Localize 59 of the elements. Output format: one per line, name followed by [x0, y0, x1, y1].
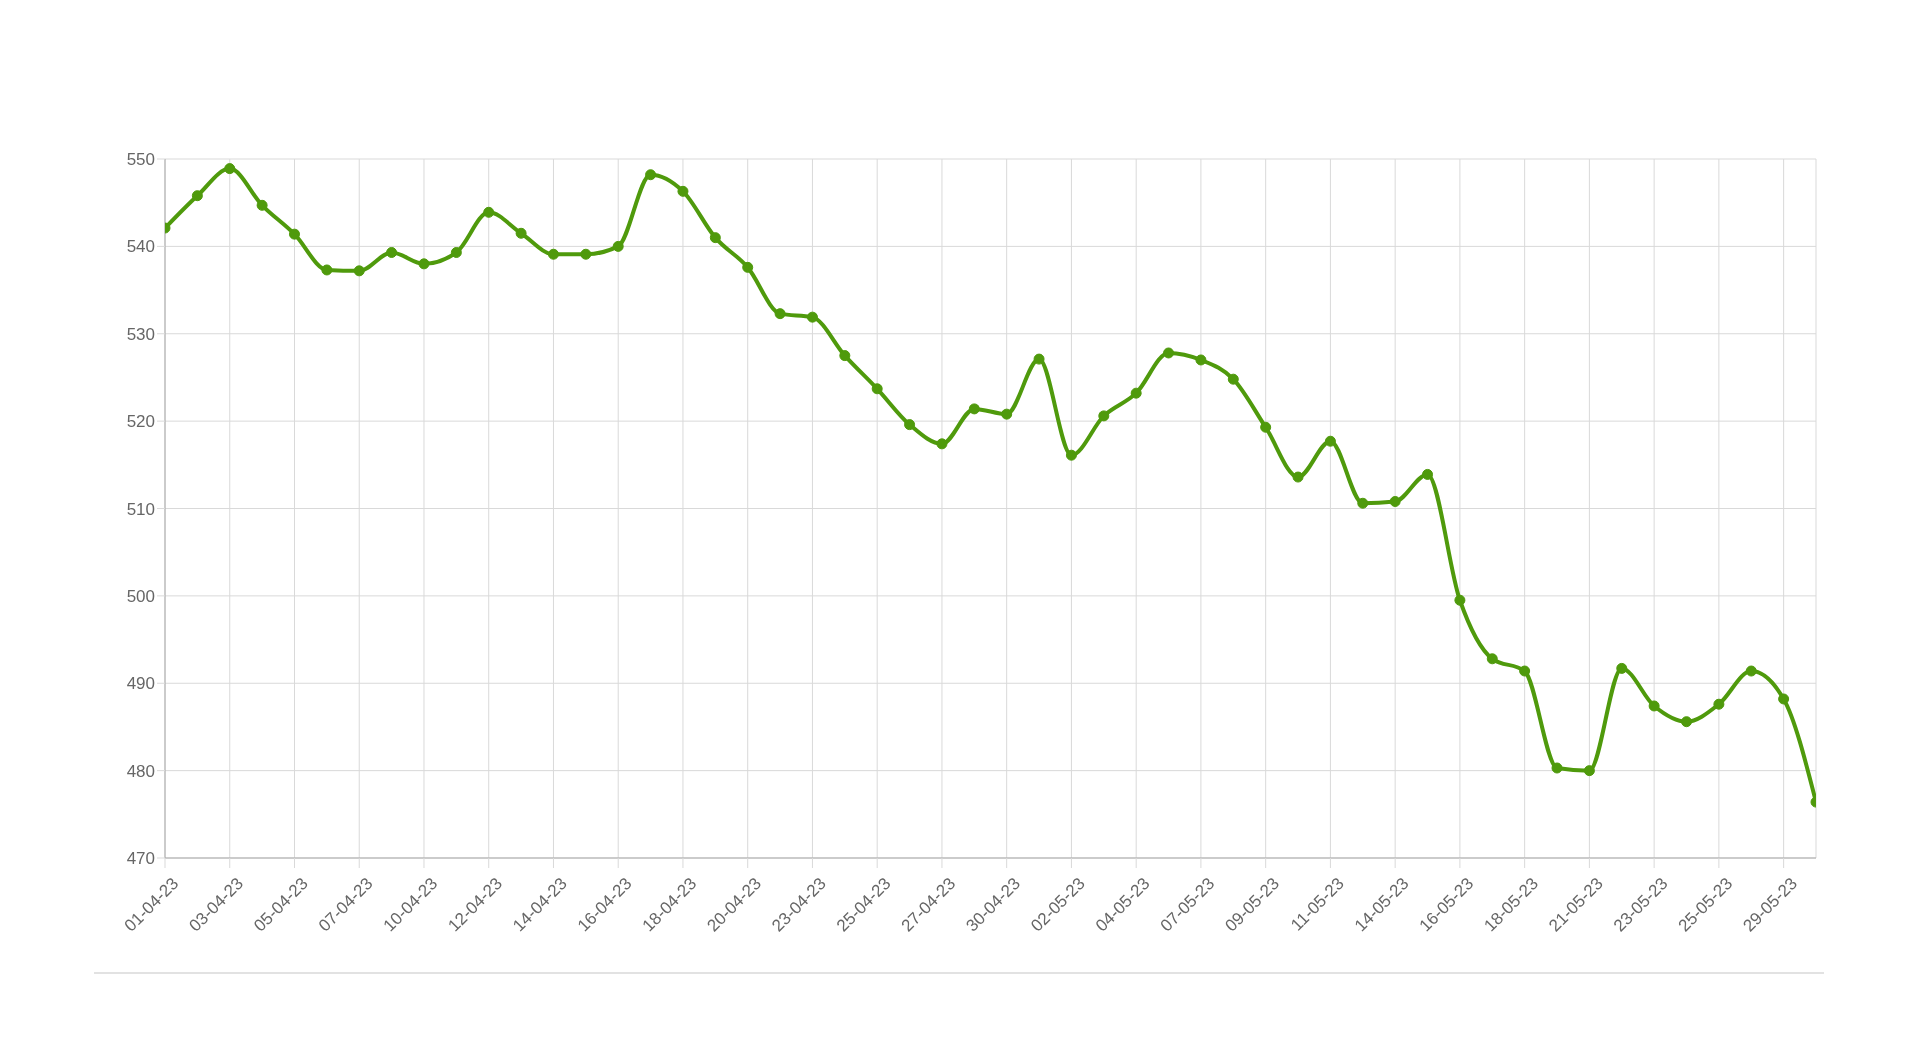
point	[1033, 353, 1045, 365]
point	[1324, 435, 1336, 447]
y-tick-label: 540	[126, 237, 155, 257]
point	[191, 190, 203, 202]
point	[483, 206, 495, 218]
y-tick-label: 530	[126, 324, 155, 344]
point	[612, 240, 624, 252]
point	[386, 246, 398, 258]
point	[1227, 373, 1239, 385]
point	[774, 308, 786, 320]
point	[1648, 700, 1660, 712]
point	[968, 403, 980, 415]
point	[1681, 716, 1693, 728]
point	[515, 227, 527, 239]
point	[1065, 449, 1077, 461]
point	[224, 163, 236, 175]
point	[1616, 662, 1628, 674]
point	[353, 265, 365, 277]
point	[904, 419, 916, 431]
point	[1260, 421, 1272, 433]
point	[1551, 762, 1563, 774]
point	[547, 248, 559, 260]
point	[1519, 665, 1531, 677]
point	[936, 438, 948, 450]
y-tick-label: 480	[126, 761, 155, 781]
y-tick-label: 470	[126, 849, 155, 869]
point	[709, 232, 721, 244]
y-tick-label: 520	[126, 412, 155, 432]
y-tick-label: 500	[126, 586, 155, 606]
point	[871, 383, 883, 395]
point	[1130, 387, 1142, 399]
point	[1454, 594, 1466, 606]
point	[1098, 410, 1110, 422]
point	[645, 169, 657, 181]
y-tick-label: 510	[126, 499, 155, 519]
point	[1422, 468, 1434, 480]
y-tick-label: 550	[126, 150, 155, 170]
point	[839, 350, 851, 362]
point	[1389, 496, 1401, 508]
point	[1292, 471, 1304, 483]
point	[1486, 653, 1498, 665]
point	[677, 185, 689, 197]
point	[1357, 497, 1369, 509]
point	[1713, 698, 1725, 710]
point	[742, 261, 754, 273]
point	[806, 311, 818, 323]
point	[580, 248, 592, 260]
point	[1195, 354, 1207, 366]
point	[418, 258, 430, 270]
point	[1778, 693, 1790, 705]
point	[1001, 408, 1013, 420]
point	[450, 246, 462, 258]
point	[1745, 665, 1757, 677]
point	[1583, 765, 1595, 777]
point	[321, 264, 333, 276]
y-tick-label: 490	[126, 674, 155, 694]
point	[288, 228, 300, 240]
point	[256, 199, 268, 211]
point	[1163, 347, 1175, 359]
